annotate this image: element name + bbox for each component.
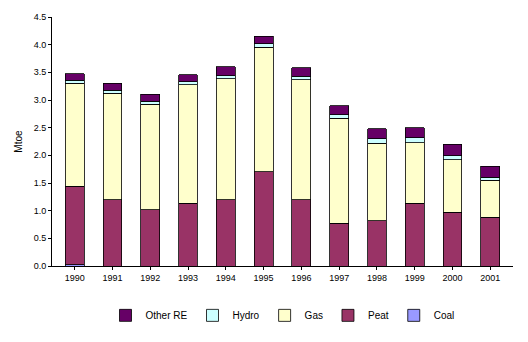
svg-text:0.5: 0.5: [34, 233, 47, 243]
svg-text:1997: 1997: [329, 273, 349, 283]
svg-text:Other RE: Other RE: [146, 310, 188, 321]
svg-text:1990: 1990: [65, 273, 85, 283]
svg-text:4.0: 4.0: [34, 40, 47, 50]
svg-text:Peat: Peat: [368, 310, 389, 321]
svg-text:1996: 1996: [291, 273, 311, 283]
svg-text:1995: 1995: [254, 273, 274, 283]
svg-text:2.0: 2.0: [34, 150, 47, 160]
svg-text:1994: 1994: [216, 273, 236, 283]
svg-text:3.5: 3.5: [34, 67, 47, 77]
svg-text:1993: 1993: [178, 273, 198, 283]
svg-text:4.5: 4.5: [34, 12, 47, 22]
svg-text:0.0: 0.0: [34, 261, 47, 271]
svg-text:1999: 1999: [405, 273, 425, 283]
svg-text:Hydro: Hydro: [233, 310, 260, 321]
svg-text:2000: 2000: [443, 273, 463, 283]
svg-text:Mtoe: Mtoe: [13, 130, 24, 153]
svg-text:Gas: Gas: [305, 310, 323, 321]
svg-text:1.5: 1.5: [34, 178, 47, 188]
svg-text:1991: 1991: [102, 273, 122, 283]
svg-text:1992: 1992: [140, 273, 160, 283]
svg-text:2.5: 2.5: [34, 123, 47, 133]
svg-text:2001: 2001: [480, 273, 500, 283]
svg-text:3.0: 3.0: [34, 95, 47, 105]
svg-text:1.0: 1.0: [34, 206, 47, 216]
svg-text:Coal: Coal: [434, 310, 455, 321]
svg-text:1998: 1998: [367, 273, 387, 283]
